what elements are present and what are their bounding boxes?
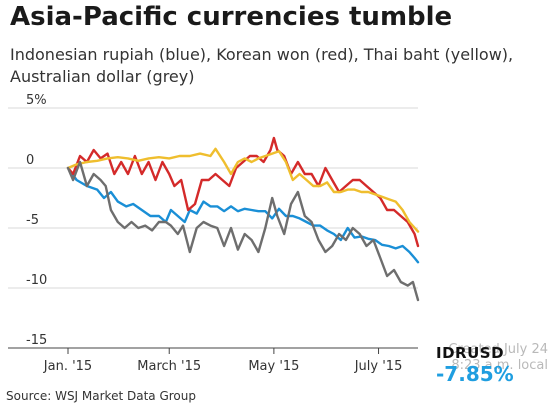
y-tick-labels: 5% 0 -5 -10 -15 [26, 93, 47, 348]
series-line-indonesian-rupiah [66, 166, 420, 264]
y-tick-label: 0 [26, 153, 34, 168]
x-tick-marks: Jan. '15 March '15 May '15 July '15 [43, 348, 403, 374]
chart-title: Asia-Pacific currencies tumble [10, 2, 453, 32]
series-lines [66, 136, 420, 302]
x-tick-label: March '15 [137, 359, 201, 374]
hover-readout: IDRUSD -7.85% [436, 344, 514, 386]
readout-change: -7.85% [436, 362, 514, 386]
readout-ticker: IDRUSD [436, 344, 505, 362]
chart-subtitle: Indonesian rupiah (blue), Korean won (re… [10, 45, 514, 86]
x-tick-label: May '15 [248, 359, 299, 374]
series-line-australian-dollar [66, 160, 420, 302]
x-tick-label: Jan. '15 [43, 359, 92, 374]
y-tick-label: -5 [26, 213, 39, 228]
x-tick-label: July '15 [354, 359, 403, 374]
source-note: Source: WSJ Market Data Group [6, 389, 196, 403]
created-timestamp: Created July 24 8:23 a.m. local [448, 342, 548, 373]
y-tick-label: -15 [26, 333, 47, 348]
y-tick-label: -10 [26, 273, 47, 288]
grid-lines [8, 107, 418, 289]
y-tick-label: 5% [26, 93, 47, 108]
series-line-thai-baht [66, 147, 420, 233]
